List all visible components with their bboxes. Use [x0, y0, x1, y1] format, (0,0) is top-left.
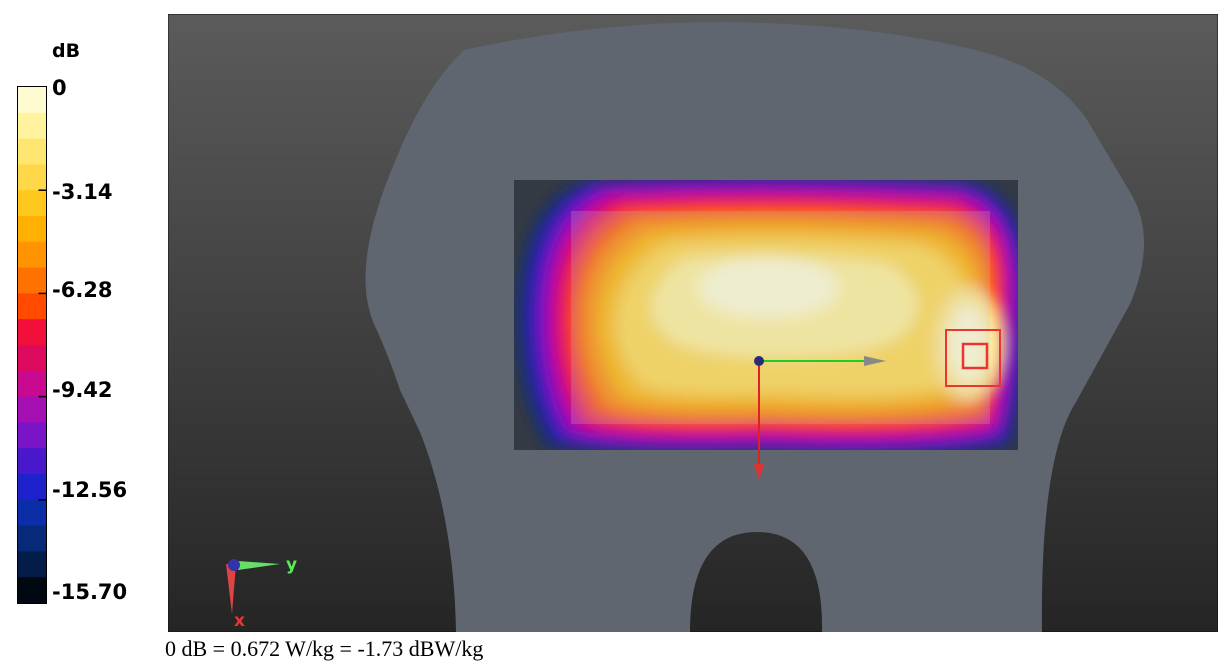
colorbar-band	[18, 112, 46, 140]
colorbar-tick-label: -3.14	[52, 180, 113, 204]
colorbar-band	[18, 499, 46, 527]
colorbar-band	[18, 345, 46, 372]
colorbar-tick-label: -15.70	[52, 580, 128, 604]
colorbar-band	[18, 138, 46, 165]
zoom-scan-overlay	[571, 211, 990, 424]
colorbar-band	[18, 216, 46, 243]
sar-3d-viewport[interactable]: y x	[168, 14, 1218, 632]
colorbar-tick-label: 0	[52, 76, 67, 100]
colorbar-band	[18, 190, 46, 217]
triad-x-label: x	[234, 611, 245, 631]
colorbar-band	[18, 370, 46, 398]
colorbar-tick-label: -12.56	[52, 478, 128, 502]
colorbar-band	[18, 241, 46, 269]
triad-y-label: y	[286, 555, 297, 575]
colorbar-band	[18, 87, 46, 114]
colorbar-band	[18, 525, 46, 552]
colorbar-band	[18, 293, 46, 320]
colorbar-band	[18, 396, 46, 423]
peak-marker-inner	[961, 342, 989, 370]
colorbar-band	[18, 422, 46, 449]
peak-marker-outer	[945, 329, 1001, 387]
colorbar-tick-label: -9.42	[52, 378, 113, 402]
colorbar	[17, 86, 47, 604]
colorbar-band	[18, 577, 46, 603]
colorbar-band	[18, 267, 46, 294]
colorbar-band	[18, 551, 46, 578]
center-axes	[754, 356, 886, 480]
legend-unit: dB	[52, 40, 81, 62]
colorbar-tick-label: -6.28	[52, 278, 113, 302]
scale-caption: 0 dB = 0.672 W/kg = -1.73 dBW/kg	[165, 636, 484, 661]
orientation-triad: y x	[226, 555, 297, 631]
colorbar-band	[18, 448, 46, 475]
sar-distribution	[518, 180, 1018, 450]
colorbar-band	[18, 474, 46, 501]
colorbar-band	[18, 319, 46, 346]
colorbar-band	[18, 164, 46, 191]
